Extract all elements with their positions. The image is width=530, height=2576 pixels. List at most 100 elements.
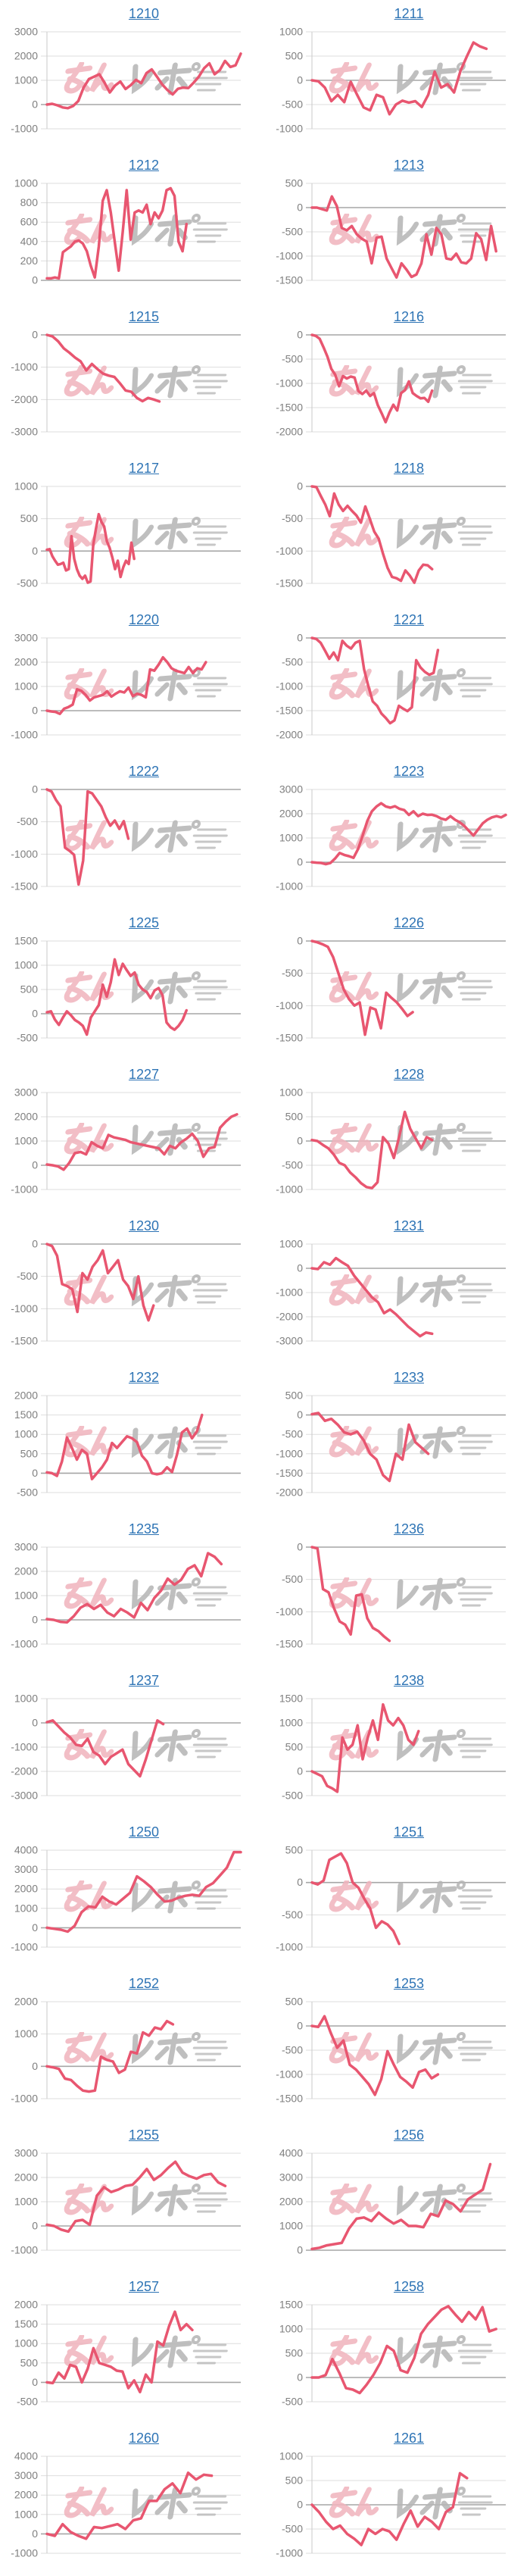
y-tick-label: -1000: [276, 2068, 303, 2080]
y-tick-label: 0: [32, 545, 38, 557]
y-tick-label: 2000: [14, 1565, 38, 1577]
y-tick-label: -1000: [11, 1302, 38, 1315]
chart-link[interactable]: 1235: [128, 1521, 160, 1537]
chart-link[interactable]: 1251: [393, 1824, 425, 1840]
y-tick-label: 0: [297, 2499, 303, 2511]
chart-link[interactable]: 1257: [128, 2279, 160, 2294]
y-tick-label: -1000: [11, 1941, 38, 1953]
y-tick-label: -1500: [276, 1032, 303, 1044]
y-tick-label: 500: [285, 1390, 304, 1402]
y-tick-label: 0: [297, 1765, 303, 1777]
chart-link[interactable]: 1217: [128, 461, 160, 476]
chart-link[interactable]: 1213: [393, 158, 425, 173]
chart-link[interactable]: 1218: [393, 461, 425, 476]
series-line: [45, 1850, 242, 1934]
y-tick-label: 0: [32, 1717, 38, 1729]
chart-link[interactable]: 1210: [128, 6, 160, 21]
y-tick-label: -500: [282, 353, 303, 365]
y-tick-label: 3000: [14, 2147, 38, 2159]
y-tick-label: 0: [297, 329, 303, 341]
y-tick-label: -1000: [276, 680, 303, 692]
y-tick-label: 1000: [14, 1590, 38, 1602]
y-tick-label: 1500: [279, 1693, 303, 1705]
chart-link[interactable]: 1252: [128, 1976, 160, 1991]
y-tick-label: 1000: [279, 2450, 303, 2462]
chart-link[interactable]: 1231: [393, 1218, 425, 1233]
series-line: [310, 2471, 469, 2546]
y-tick-label: -1000: [276, 2547, 303, 2559]
minrepo-watermark: [329, 821, 494, 850]
chart-link[interactable]: 1221: [393, 612, 425, 627]
y-tick-label: 1000: [14, 959, 38, 971]
series-line: [45, 1719, 165, 1778]
chart-plot: 1000 500 0 -500: [14, 480, 241, 589]
chart-link[interactable]: 1261: [393, 2431, 425, 2446]
chart-link[interactable]: 1232: [128, 1370, 160, 1385]
chart-link[interactable]: 1237: [128, 1673, 160, 1688]
y-tick-label: 0: [32, 783, 38, 796]
series-line: [45, 2019, 175, 2093]
chart-title-row: 1252: [0, 1974, 265, 1993]
chart-title-row: 1251: [265, 1823, 530, 1841]
y-tick-label: 0: [297, 1876, 303, 1888]
y-tick-label: 0: [297, 632, 303, 644]
chart-link[interactable]: 1233: [393, 1370, 425, 1385]
y-tick-label: -500: [282, 1159, 303, 1171]
y-tick-label: -3000: [11, 1790, 38, 1802]
chart-link[interactable]: 1258: [393, 2279, 425, 2294]
chart-cell: 1233 500 0 -500 -1000 -1500 -2000: [265, 1364, 530, 1515]
chart-title-row: 1218: [265, 459, 530, 477]
chart-plot: 0 -500 -1000 -1500 -2000: [276, 632, 506, 741]
y-tick-label: 4000: [14, 1844, 38, 1856]
chart-cell: 1215 0 -1000 -2000 -3000: [0, 303, 265, 455]
chart-link[interactable]: 1220: [128, 612, 160, 627]
chart-link[interactable]: 1255: [128, 2127, 160, 2143]
y-tick-label: -1000: [11, 2093, 38, 2105]
series-line: [310, 2305, 497, 2395]
chart-title-row: 1231: [265, 1217, 530, 1235]
chart-link[interactable]: 1212: [128, 158, 160, 173]
y-tick-label: 1000: [279, 1086, 303, 1099]
chart-link[interactable]: 1236: [393, 1521, 425, 1537]
chart-cell: 1221 0 -500 -1000 -1500 -2000: [265, 606, 530, 758]
y-tick-label: -500: [282, 967, 303, 979]
chart-link[interactable]: 1228: [393, 1067, 425, 1082]
chart-link[interactable]: 1250: [128, 1824, 160, 1840]
chart-link[interactable]: 1222: [128, 764, 160, 779]
y-tick-label: 1000: [14, 2027, 38, 2040]
y-tick-label: 0: [32, 2220, 38, 2232]
chart-link[interactable]: 1227: [128, 1067, 160, 1082]
chart-plot: 2000 1500 1000 500 0 -500: [14, 2299, 241, 2408]
chart-title-row: 1261: [265, 2429, 530, 2447]
chart-link[interactable]: 1215: [128, 309, 160, 324]
chart-link[interactable]: 1216: [393, 309, 425, 324]
series-line: [310, 1110, 434, 1190]
chart-title-row: 1256: [265, 2126, 530, 2144]
y-tick-label: 2000: [14, 2171, 38, 2184]
chart-link[interactable]: 1230: [128, 1218, 160, 1233]
chart-cell: 1257 2000 1500 1000 500 0 -500: [0, 2273, 265, 2424]
series-line: [310, 802, 507, 866]
y-tick-label: 200: [20, 255, 39, 267]
chart-link[interactable]: 1225: [128, 915, 160, 930]
series-line: [45, 2160, 227, 2234]
chart-link[interactable]: 1238: [393, 1673, 425, 1688]
y-tick-label: 0: [297, 480, 303, 492]
chart-link[interactable]: 1223: [393, 764, 425, 779]
chart-cell: 1255 3000 2000 1000 0 -1000: [0, 2121, 265, 2273]
chart-link[interactable]: 1253: [393, 1976, 425, 1991]
chart-cell: 1237 1000 0 -1000 -2000 -3000: [0, 1667, 265, 1818]
chart-cell: 1238 1500 1000 500 0 -500: [265, 1667, 530, 1818]
minrepo-watermark: [64, 518, 229, 547]
chart-link[interactable]: 1211: [394, 6, 424, 21]
chart-link[interactable]: 1226: [393, 915, 425, 930]
y-tick-label: -1000: [11, 1638, 38, 1650]
chart-cell: 1211 1000 500 0 -500 -1000: [265, 0, 530, 152]
y-tick-label: -1000: [276, 1605, 303, 1618]
chart-link[interactable]: 1260: [128, 2431, 160, 2446]
chart-title-row: 1253: [265, 1974, 530, 1993]
y-tick-label: 1000: [14, 480, 38, 492]
chart-link[interactable]: 1256: [393, 2127, 425, 2143]
minrepo-watermark: [329, 1124, 494, 1153]
chart-title-row: 1235: [0, 1520, 265, 1538]
